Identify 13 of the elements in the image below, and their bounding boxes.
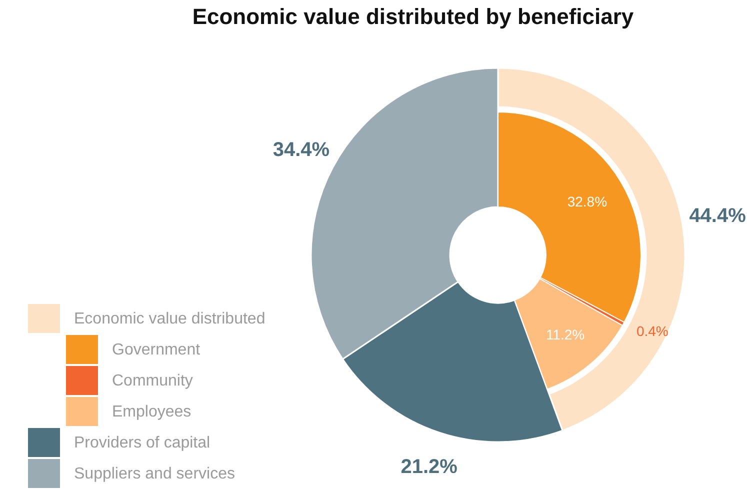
data-label: 11.2%	[546, 326, 585, 342]
legend-label: Government	[112, 342, 201, 358]
data-label: 0.4%	[636, 323, 668, 340]
data-label: 44.4%	[689, 204, 746, 227]
chart-title: Economic value distributed by beneficiary	[192, 4, 634, 29]
data-label: 21.2%	[400, 456, 458, 478]
legend-label: Economic value distributed	[74, 310, 266, 328]
data-label: 34.4%	[272, 139, 330, 162]
legend-label: Providers of capital	[74, 434, 210, 452]
legend-label: Community	[112, 372, 193, 390]
legend-label: Employees	[112, 404, 192, 420]
data-label: 32.8%	[567, 194, 608, 210]
legend-label: Suppliers and services	[74, 466, 235, 482]
